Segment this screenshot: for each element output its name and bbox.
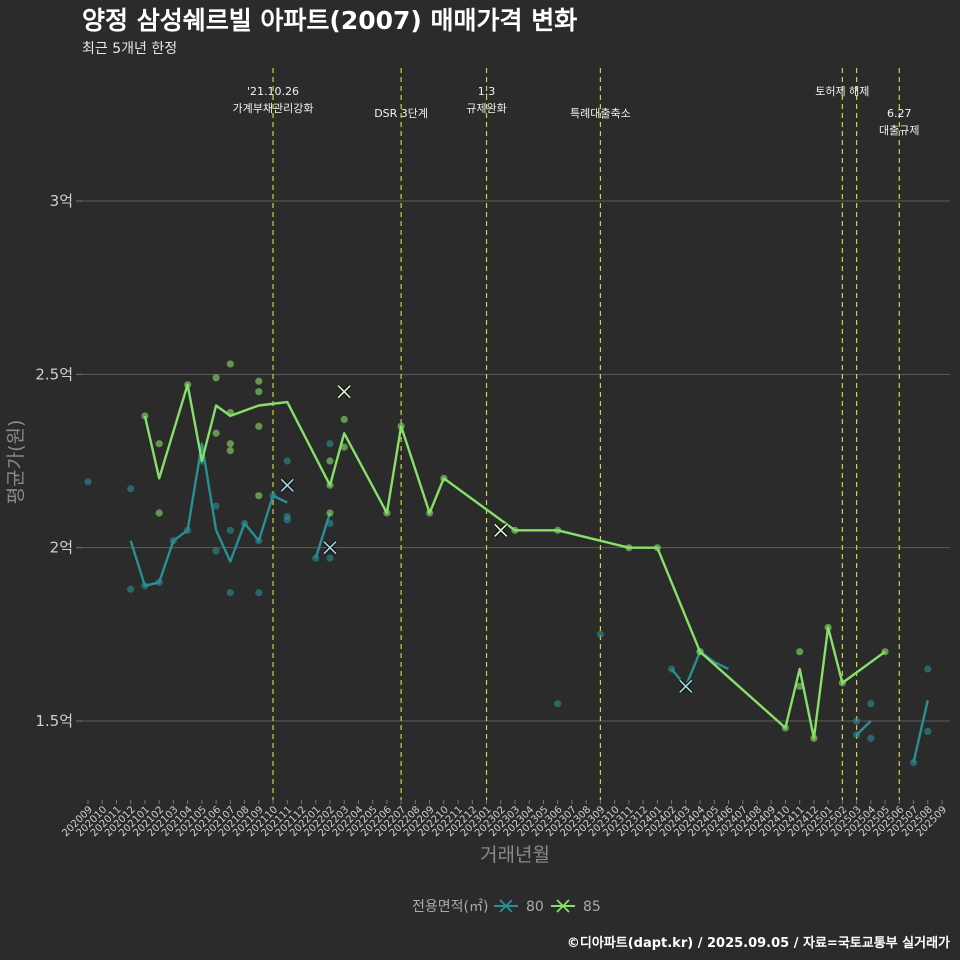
legend: 전용면적(㎡) 80 85 [412,899,601,915]
data-point [226,589,234,597]
series-line [314,512,332,559]
data-point [596,630,605,638]
data-point [155,509,163,517]
legend-items: 80 85 [494,899,601,915]
data-point [283,457,291,465]
data-point [212,502,220,510]
data-point [853,717,861,725]
legend-label: 85 [583,899,601,915]
data-point [326,440,334,448]
legend-title: 전용면적(㎡) [412,899,488,915]
y-tick-label: 2.5억 [35,365,73,383]
policy-event-label: '21.10.26 [247,85,299,98]
series-line [912,699,929,763]
y-tick-labels: 1.5억 2억 2.5억 3억 [35,192,73,730]
data-point [326,509,334,517]
data-point [155,440,163,448]
series-line [855,720,872,736]
cross-marker [323,541,337,555]
data-point [212,429,220,437]
policy-event-label: 6.27 [887,107,912,120]
series-80 [84,440,932,767]
data-point [326,554,334,562]
chart-title: 양정 삼성쉐르빌 아파트(2007) 매매가격 변화 [82,6,577,35]
policy-event-label: 규제완화 [466,102,506,115]
series-layer [84,360,932,767]
legend-label: 80 [526,899,544,915]
cross-marker [280,478,294,492]
data-point [283,516,291,524]
data-point [226,526,234,534]
series-line [129,442,288,587]
policy-event-markers: '21.10.26 가계부채관리강화 DSR 3단계 1.3 규제완화 특례대출축소 토허제… [233,68,920,800]
grid-lines [76,200,950,722]
data-point [867,700,875,708]
policy-event-label: 특례대출축소 [570,107,631,120]
policy-event-label: 토허제 해제 [815,84,869,98]
y-tick-label: 3억 [50,192,73,210]
series-line [143,383,886,740]
data-point [127,585,135,593]
data-point [796,648,804,656]
data-point [924,665,932,673]
data-point [226,440,234,448]
data-point [255,388,263,396]
chart-caption: ©디아파트(dapt.kr) / 2025.09.05 / 자료=국토교통부 실… [567,935,950,951]
data-point [255,422,263,430]
data-point [212,547,220,555]
data-point [796,682,804,690]
data-point [255,492,263,500]
x-axis-title: 거래년월 [480,844,550,866]
data-point [226,360,234,368]
policy-event-label: 1.3 [478,85,496,98]
policy-event-label: 가계부채관리강화 [233,102,314,115]
data-point [127,485,135,493]
cross-marker [679,679,693,693]
y-tick-label: 1.5억 [35,712,73,730]
data-point [255,589,263,597]
cross-marker [494,523,508,537]
data-point [924,727,932,736]
y-tick-label: 2억 [50,539,73,557]
data-point [255,377,263,385]
data-point [326,457,334,465]
cross-marker [337,385,351,399]
policy-event-label: DSR 3단계 [374,107,428,120]
legend-cross-80 [499,899,513,913]
data-point [84,478,92,486]
data-point [554,700,562,708]
legend-cross-85 [556,899,570,913]
chart-subtitle: 최근 5개년 한정 [82,41,177,57]
policy-event-label: 대출규제 [879,124,919,137]
data-point [212,374,220,382]
series-85 [141,360,889,742]
data-point [340,415,348,423]
data-point [867,734,875,742]
y-axis-title: 평균가(원) [5,420,27,505]
data-point [340,443,348,451]
data-point [226,447,234,455]
